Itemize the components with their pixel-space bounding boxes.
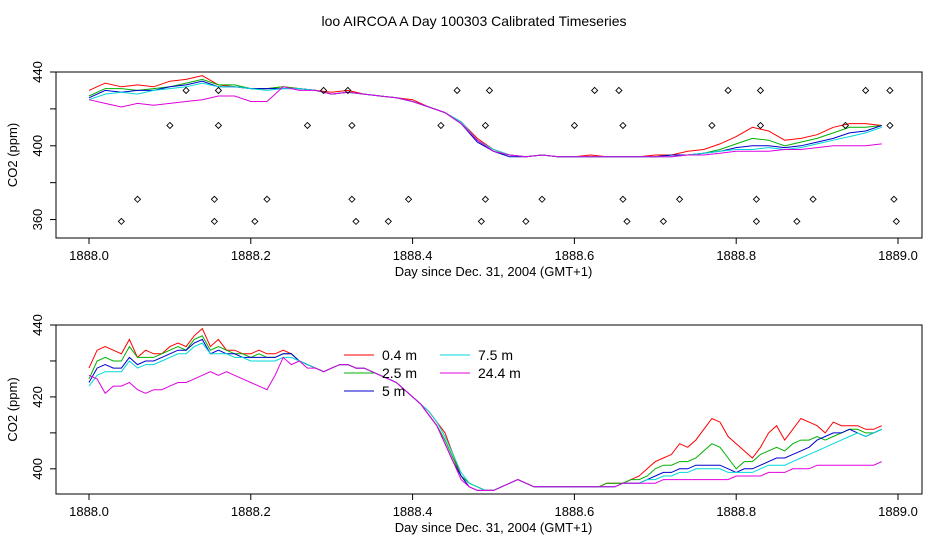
- diamond-marker: [251, 217, 259, 226]
- diamond-marker: [892, 217, 901, 226]
- diamond-marker: [752, 217, 761, 226]
- diamond-marker: [623, 217, 631, 226]
- x-axis-label: Day since Dec. 31, 2004 (GMT+1): [395, 264, 593, 279]
- x-tick-label: 1888.6: [555, 504, 595, 519]
- y-axis-label: CO2 (ppm): [5, 123, 20, 187]
- series-line-4: [88, 82, 882, 158]
- legend-label-2: 2.5 m: [382, 365, 417, 381]
- series-line-5: [88, 86, 882, 158]
- x-tick-label: 1888.0: [69, 504, 109, 519]
- figure-title: loo AIRCOA A Day 100303 Calibrated Times…: [321, 13, 626, 29]
- x-tick-label: 1888.2: [231, 504, 271, 519]
- diamond-marker: [477, 217, 486, 226]
- x-tick-label: 1888.4: [393, 248, 433, 263]
- diamond-marker: [182, 86, 190, 95]
- diamond-marker: [210, 217, 219, 226]
- x-tick-label: 1888.2: [231, 248, 271, 263]
- y-tick-label: 420: [30, 386, 45, 408]
- diamond-marker: [117, 217, 125, 226]
- diamond-marker: [481, 195, 490, 203]
- diamond-marker: [659, 217, 668, 226]
- y-tick-label: 400: [30, 458, 45, 480]
- diamond-marker: [348, 121, 356, 130]
- diamond-marker: [675, 195, 684, 203]
- x-tick-label: 1889.0: [878, 248, 918, 263]
- diamond-marker: [384, 217, 392, 226]
- diamond-marker: [453, 86, 461, 95]
- diamond-marker: [348, 195, 356, 203]
- diamond-marker: [263, 195, 271, 203]
- legend: 0.4 m 2.5 m 5 m 7.5 m 24.4 m: [344, 347, 521, 399]
- x-tick-label: 1888.4: [393, 504, 433, 519]
- diamond-marker: [570, 121, 579, 130]
- diamond-marker: [481, 121, 490, 130]
- diamond-marker: [752, 195, 761, 203]
- plot-frame: [55, 71, 923, 239]
- diamond-marker: [862, 86, 870, 95]
- y-axis-label: CO2 (ppm): [5, 377, 20, 441]
- diamond-marker: [619, 195, 627, 203]
- diamond-marker: [615, 86, 623, 95]
- diamond-marker: [886, 86, 894, 95]
- diamond-marker: [214, 86, 223, 95]
- legend-label-3: 5 m: [382, 383, 405, 399]
- plot-frame: [55, 324, 923, 495]
- diamond-marker: [404, 195, 413, 203]
- x-tick-label: 1888.6: [555, 248, 595, 263]
- diamond-marker: [522, 217, 530, 226]
- diamond-marker: [133, 195, 142, 203]
- diamond-marker: [708, 121, 716, 130]
- diamond-marker: [166, 121, 174, 130]
- diamond-marker: [303, 121, 312, 130]
- diamond-marker: [352, 217, 360, 226]
- x-axis-label: Day since Dec. 31, 2004 (GMT+1): [395, 520, 593, 535]
- x-tick-label: 1888.8: [716, 504, 756, 519]
- y-tick-label: 440: [30, 61, 45, 83]
- diamond-marker: [538, 195, 546, 203]
- diamond-marker: [319, 86, 328, 95]
- y-tick-label: 440: [30, 314, 45, 336]
- y-tick-label: 360: [30, 209, 45, 231]
- diamond-marker: [756, 121, 765, 130]
- diamond-marker: [724, 86, 732, 95]
- diamond-marker: [756, 86, 765, 95]
- diamond-marker: [214, 121, 223, 130]
- x-tick-label: 1888.8: [716, 248, 756, 263]
- diamond-marker: [619, 121, 627, 130]
- diamond-marker: [590, 86, 599, 95]
- diamond-marker: [890, 195, 898, 203]
- diamond-marker: [344, 86, 352, 95]
- diamond-marker: [886, 121, 894, 130]
- legend-label-5: 24.4 m: [478, 365, 521, 381]
- x-tick-label: 1889.0: [878, 504, 918, 519]
- diamond-marker: [793, 217, 801, 226]
- series-line-5: [88, 356, 883, 491]
- legend-label-1: 0.4 m: [382, 347, 417, 363]
- legend-label-4: 7.5 m: [478, 347, 513, 363]
- bottom-panel: 1888.0 1888.2 1888.4 1888.6 1888.8 1889.0 400 4…: [5, 314, 923, 535]
- top-panel: 1888.0 1888.2 1888.4 1888.6 1888.8 1889.0 360 4…: [5, 61, 923, 279]
- x-tick-label: 1888.0: [69, 248, 109, 263]
- diamond-marker: [841, 121, 850, 130]
- diamond-marker: [485, 86, 494, 95]
- diamond-marker: [210, 195, 219, 203]
- y-tick-label: 400: [30, 135, 45, 157]
- diamond-marker: [809, 195, 817, 203]
- diamond-marker: [437, 121, 445, 130]
